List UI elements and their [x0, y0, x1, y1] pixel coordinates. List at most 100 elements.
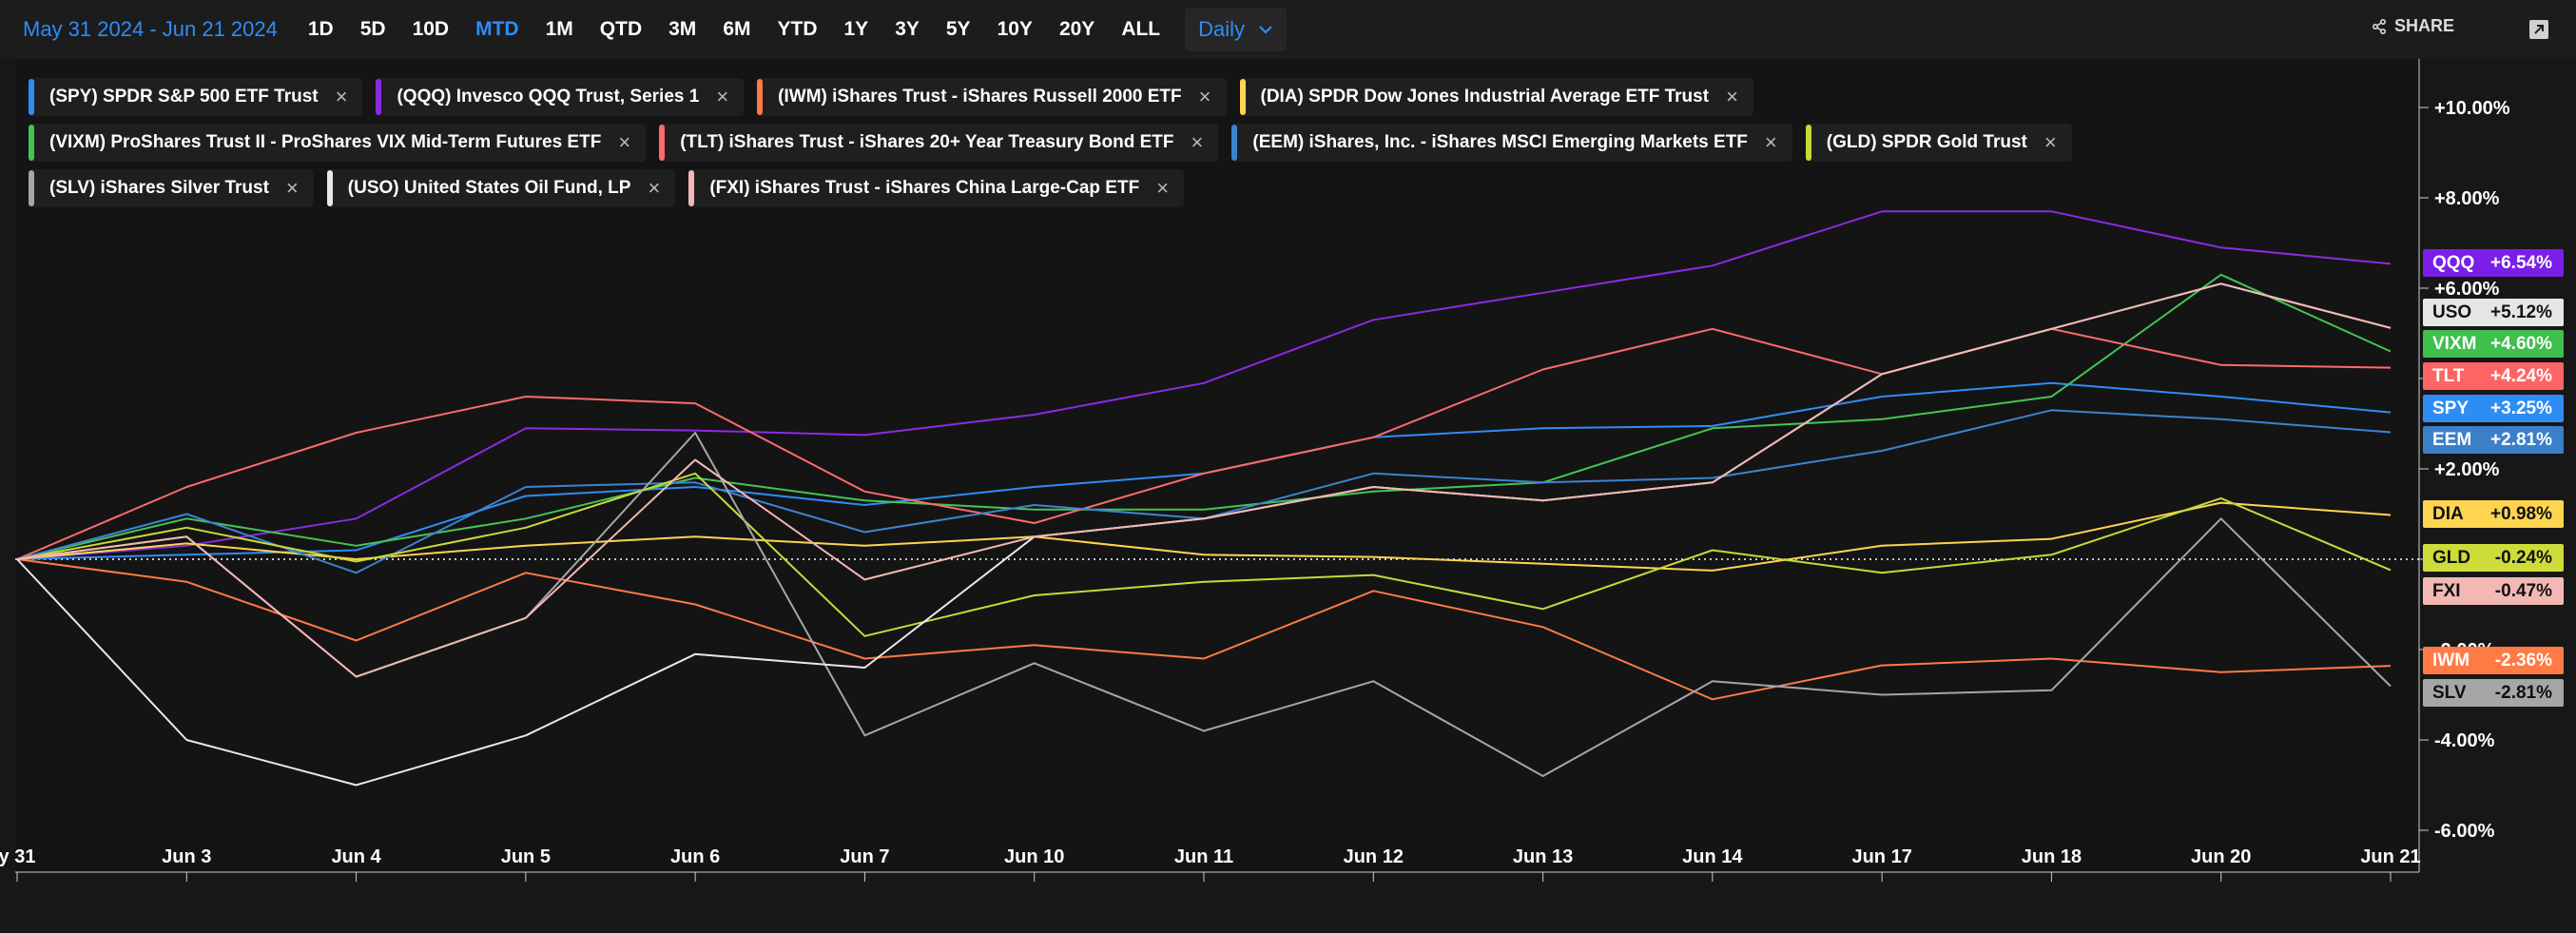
legend-row: (SPY) SPDR S&P 500 ETF Trust × (QQQ) Inves…	[29, 74, 2368, 120]
end-tag-ticker: VIXM	[2432, 333, 2477, 354]
y-tick-label: +2.00%	[2434, 459, 2500, 480]
close-icon[interactable]: ×	[285, 176, 299, 200]
legend-label: (SLV) iShares Silver Trust	[49, 178, 269, 198]
legend-item-spy[interactable]: (SPY) SPDR S&P 500 ETF Trust ×	[29, 78, 363, 116]
end-tag-ticker: QQQ	[2432, 252, 2475, 273]
period-1d-button[interactable]: 1D	[307, 18, 334, 40]
period-20y-button[interactable]: 20Y	[1058, 18, 1095, 40]
close-icon[interactable]: ×	[1726, 85, 1738, 108]
legend-swatch	[659, 125, 666, 161]
series-line-dia[interactable]	[16, 501, 2392, 572]
legend-swatch	[688, 170, 695, 206]
end-tag-value: +6.54%	[2490, 252, 2552, 273]
end-tag-value: -2.81%	[2494, 682, 2552, 703]
period-3y-button[interactable]: 3Y	[895, 18, 920, 40]
period-10y-button[interactable]: 10Y	[997, 18, 1033, 40]
close-icon[interactable]: ×	[335, 85, 348, 108]
end-tag-ticker: FXI	[2432, 580, 2461, 601]
legend-swatch	[1231, 125, 1238, 161]
period-10d-button[interactable]: 10D	[412, 18, 450, 40]
close-icon[interactable]: ×	[1191, 130, 1204, 154]
period-3m-button[interactable]: 3M	[668, 18, 697, 40]
y-tick-label: +8.00%	[2434, 188, 2500, 209]
end-tag-ticker: DIA	[2432, 503, 2464, 524]
period-1m-button[interactable]: 1M	[545, 18, 573, 40]
period-selector: 1D 5D 10D MTD 1M QTD 3M 6M YTD 1Y 3Y 5Y 10Y 20Y ALL	[295, 6, 1173, 53]
end-tag-ticker: GLD	[2432, 547, 2471, 568]
x-tick-label: Jun 6	[670, 846, 720, 867]
date-range-picker[interactable]: May 31 2024 - Jun 21 2024	[23, 17, 278, 41]
share-icon	[2372, 18, 2386, 34]
x-tick-label: Jun 11	[1174, 846, 1233, 867]
legend-label: (GLD) SPDR Gold Trust	[1826, 132, 2027, 152]
end-tag-vixm: VIXM +4.60%	[2423, 330, 2564, 358]
period-mtd-button[interactable]: MTD	[475, 18, 519, 40]
close-icon[interactable]: ×	[618, 130, 631, 154]
end-tag-iwm: IWM -2.36%	[2423, 647, 2564, 674]
legend-swatch	[757, 79, 764, 115]
expand-icon[interactable]	[2527, 17, 2551, 42]
legend-swatch	[29, 125, 34, 161]
end-tag-value: +5.12%	[2490, 301, 2552, 322]
legend-item-gld[interactable]: (GLD) SPDR Gold Trust ×	[1805, 124, 2072, 162]
series-line-qqq[interactable]	[16, 210, 2392, 560]
legend-item-tlt[interactable]: (TLT) iShares Trust - iShares 20+ Year T…	[659, 124, 1219, 162]
period-5d-button[interactable]: 5D	[359, 18, 386, 40]
end-tag-ticker: SPY	[2432, 398, 2469, 418]
legend-row: (VIXM) ProShares Trust II - ProShares VI…	[29, 120, 2368, 165]
y-tick-label: +10.00%	[2434, 98, 2510, 119]
end-tag-value: +4.24%	[2490, 365, 2552, 386]
chart-legend: (SPY) SPDR S&P 500 ETF Trust × (QQQ) Inves…	[29, 74, 2368, 211]
legend-label: (DIA) SPDR Dow Jones Industrial Average …	[1260, 87, 1710, 107]
end-tag-value: +2.81%	[2490, 429, 2552, 450]
close-icon[interactable]: ×	[1198, 85, 1211, 108]
legend-swatch	[376, 79, 382, 115]
end-tag-qqq: QQQ +6.54%	[2423, 249, 2564, 277]
x-tick-label: Jun 12	[1344, 846, 1404, 867]
series-line-fxi[interactable]	[16, 282, 2392, 678]
x-tick-label: Jun 17	[1851, 846, 1911, 867]
close-icon[interactable]: ×	[1764, 130, 1777, 154]
legend-item-fxi[interactable]: (FXI) iShares Trust - iShares China Larg…	[688, 169, 1185, 207]
interval-dropdown[interactable]: Daily	[1185, 8, 1288, 51]
end-tag-value: +4.60%	[2490, 333, 2552, 354]
end-tag-value: -0.24%	[2494, 547, 2552, 568]
legend-item-dia[interactable]: (DIA) SPDR Dow Jones Industrial Average …	[1239, 78, 1753, 116]
end-tag-tlt: TLT +4.24%	[2423, 362, 2564, 390]
end-tag-dia: DIA +0.98%	[2423, 500, 2564, 528]
end-tag-value: -2.36%	[2494, 650, 2552, 671]
legend-label: (FXI) iShares Trust - iShares China Larg…	[709, 178, 1140, 198]
legend-swatch	[326, 170, 333, 206]
legend-row: (SLV) iShares Silver Trust × (USO) United …	[29, 165, 2368, 211]
series-line-iwm[interactable]	[16, 558, 2392, 701]
period-5y-button[interactable]: 5Y	[945, 18, 971, 40]
x-tick-label: Jun 14	[1682, 846, 1743, 867]
legend-item-eem[interactable]: (EEM) iShares, Inc. - iShares MSCI Emerg…	[1231, 124, 1792, 162]
period-1y-button[interactable]: 1Y	[843, 18, 869, 40]
legend-item-qqq[interactable]: (QQQ) Invesco QQQ Trust, Series 1 ×	[376, 78, 745, 116]
end-tag-gld: GLD -0.24%	[2423, 544, 2564, 572]
legend-label: (QQQ) Invesco QQQ Trust, Series 1	[397, 87, 700, 107]
period-qtd-button[interactable]: QTD	[599, 18, 643, 40]
share-button[interactable]: SHARE	[2372, 16, 2454, 36]
x-tick-label: Jun 7	[840, 846, 889, 867]
series-line-vixm[interactable]	[16, 273, 2392, 560]
x-tick-label: Jun 4	[331, 846, 381, 867]
x-tick-label: Jun 3	[162, 846, 211, 867]
x-tick-label: Jun 21	[2360, 846, 2420, 867]
legend-item-slv[interactable]: (SLV) iShares Silver Trust ×	[29, 169, 314, 207]
close-icon[interactable]: ×	[1156, 176, 1170, 200]
series-line-gld[interactable]	[16, 472, 2392, 637]
legend-item-iwm[interactable]: (IWM) iShares Trust - iShares Russell 20…	[757, 78, 1227, 116]
close-icon[interactable]: ×	[2043, 130, 2057, 154]
legend-swatch	[29, 79, 34, 115]
close-icon[interactable]: ×	[648, 176, 661, 200]
period-ytd-button[interactable]: YTD	[777, 18, 818, 40]
y-tick-label: +6.00%	[2434, 279, 2500, 300]
legend-item-vixm[interactable]: (VIXM) ProShares Trust II - ProShares VI…	[29, 124, 647, 162]
period-6m-button[interactable]: 6M	[723, 18, 751, 40]
end-tag-ticker: SLV	[2432, 682, 2467, 703]
legend-item-uso[interactable]: (USO) United States Oil Fund, LP ×	[326, 169, 676, 207]
close-icon[interactable]: ×	[716, 85, 729, 108]
period-all-button[interactable]: ALL	[1121, 18, 1161, 40]
